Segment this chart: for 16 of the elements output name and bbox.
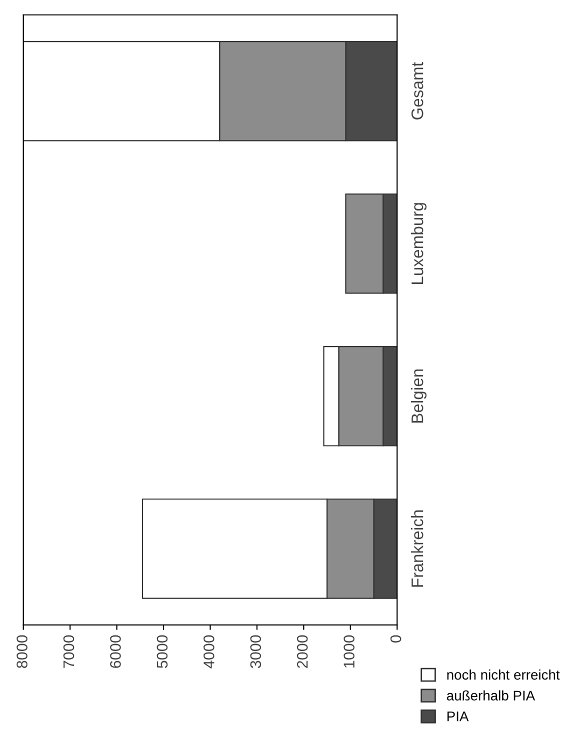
- legend-label: noch nicht erreicht: [447, 670, 560, 680]
- y-tick-label: Frankreich: [411, 510, 424, 587]
- legend-label: PIA: [447, 712, 469, 722]
- x-tick-label: 4000: [204, 635, 214, 668]
- y-tick-label: Belgien: [411, 369, 427, 423]
- y-tick-label: Gesamt: [411, 62, 424, 120]
- x-tick-label: 6000: [110, 635, 121, 668]
- x-tick-label: 5000: [156, 635, 168, 668]
- x-tick-label: 3000: [250, 635, 262, 668]
- x-tick-label: 7000: [63, 635, 74, 668]
- x-tick-label: 1000: [344, 635, 354, 668]
- x-tick-label: 8000: [16, 635, 28, 668]
- x-tick-label: 2000: [296, 635, 308, 668]
- legend-label: außerhalb PIA: [446, 690, 536, 701]
- x-tick-label: 0: [390, 635, 402, 643]
- y-tick-label: Luxemburg: [411, 203, 427, 284]
